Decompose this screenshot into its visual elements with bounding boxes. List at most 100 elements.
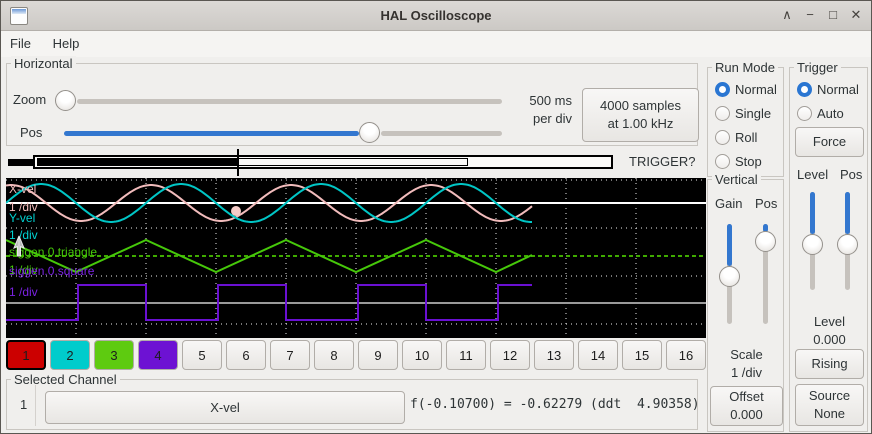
record-bar-filled [37,158,237,166]
horizontal-group: Horizontal Zoom Pos 500 ms per div 4000 … [6,63,698,146]
force-button-label: Force [813,133,846,151]
selected-sample-marker [231,206,241,216]
pos-slider-label: Pos [20,125,42,140]
radio-dot-icon [715,154,730,169]
channel-button-12[interactable]: 12 [490,340,530,370]
unmaximize-icon[interactable]: ∧ [780,7,794,23]
run-mode-radio-list: Normal Single Roll Stop [708,77,783,173]
trigger-level-slider-handle[interactable] [802,234,823,255]
trigger-source-value: None [814,405,845,423]
channel-button-4[interactable]: 4 [138,340,178,370]
gain-slider-label: Gain [715,196,742,211]
record-bar-pretrigger [8,159,33,166]
run-mode-group: Run Mode NormalSingleRollStop [707,67,784,177]
channel-button-5[interactable]: 5 [182,340,222,370]
radio-dot-icon [715,82,730,97]
scope-label: 1 /div [9,228,38,242]
radio-dot-icon [715,106,730,121]
radio-stop[interactable]: Stop [708,149,783,173]
radio-single[interactable]: Single [708,101,783,125]
channel-button-3[interactable]: 3 [94,340,134,370]
channel-source-label: X-vel [210,399,240,417]
divider [35,385,36,426]
titlebar: HAL Oscilloscope ∧ − □ ✕ [1,1,871,31]
pos-slider-fill[interactable] [64,131,359,136]
minimize-icon[interactable]: − [803,7,817,23]
scope-screen[interactable]: X-vel1 /divY-vel1 /divsiggen.0.triangle1… [6,178,706,338]
trigger-pos-slider-fill[interactable] [845,192,850,234]
hal-oscilloscope-window: HAL Oscilloscope ∧ − □ ✕ File Help Horiz… [0,0,872,434]
offset-button[interactable]: Offset 0.000 [710,386,783,426]
radio-roll[interactable]: Roll [708,125,783,149]
radio-normal[interactable]: Normal [708,77,783,101]
zoom-slider-track[interactable] [77,99,502,104]
trigger-pos-slider-handle[interactable] [837,234,858,255]
menubar: File Help [1,31,871,57]
force-button[interactable]: Force [795,127,864,157]
scale-caption: Scale [708,346,785,364]
selected-channel-group: Selected Channel 1 X-vel f(-0.10700) = -… [6,379,698,430]
run-mode-group-label: Run Mode [712,60,778,75]
trigger-source-button[interactable]: Source None [795,384,864,426]
channel-source-button[interactable]: X-vel [45,391,405,424]
radio-dot-icon [797,106,812,121]
gain-slider-fill[interactable] [727,224,732,266]
vertical-pos-slider-handle[interactable] [755,231,776,252]
channel-button-row: 12345678910111213141516 [6,340,706,370]
channel-button-6[interactable]: 6 [226,340,266,370]
trigger-edge-button[interactable]: Rising [795,349,864,379]
gain-slider-handle[interactable] [719,266,740,287]
channel-button-8[interactable]: 8 [314,340,354,370]
channel-button-14[interactable]: 14 [578,340,618,370]
radio-label: Stop [735,154,762,169]
channel-button-16[interactable]: 16 [666,340,706,370]
time-per-div-value: 500 ms [512,92,572,110]
channel-button-13[interactable]: 13 [534,340,574,370]
sample-rate: at 1.00 kHz [608,115,674,133]
radio-normal[interactable]: Normal [790,77,867,101]
trigger-edge-label: Rising [811,355,847,373]
trigger-status-label: TRIGGER? [629,154,695,169]
channel-button-11[interactable]: 11 [446,340,486,370]
pos-slider-handle[interactable] [359,122,380,143]
scope-label: X-vel [9,182,36,196]
horizontal-group-label: Horizontal [11,56,76,71]
trigger-source-label: Source [809,387,850,405]
channel-button-9[interactable]: 9 [358,340,398,370]
zoom-slider-handle[interactable] [55,90,76,111]
trigger-position-marker[interactable] [237,149,239,176]
close-icon[interactable]: ✕ [849,7,863,23]
channel-button-1[interactable]: 1 [6,340,46,370]
radio-label: Roll [735,130,757,145]
trigger-pos-slider-label: Pos [840,167,862,182]
radio-auto[interactable]: Auto [790,101,867,125]
radio-dot-icon [797,82,812,97]
zoom-slider-label: Zoom [13,92,46,107]
radio-label: Single [735,106,771,121]
trigger-level-slider-fill[interactable] [810,192,815,234]
channel-button-10[interactable]: 10 [402,340,442,370]
scope-label: siggen.0.square [9,264,95,278]
channel-button-15[interactable]: 15 [622,340,662,370]
trigger-radio-list: NormalAuto [790,77,867,125]
trigger-level-slider-label: Level [797,167,828,182]
menu-file[interactable]: File [1,31,40,56]
channel-button-7[interactable]: 7 [270,340,310,370]
channel-button-2[interactable]: 2 [50,340,90,370]
sample-count: 4000 samples [600,97,681,115]
radio-dot-icon [715,130,730,145]
radio-label: Normal [735,82,777,97]
selected-channel-group-label: Selected Channel [11,372,120,387]
pos-slider-track[interactable] [381,131,502,136]
offset-button-value: 0.000 [730,406,763,424]
scope-label: Y-vel [9,211,35,225]
trigger-group: Trigger NormalAuto Force Level Pos Level… [789,67,868,432]
vertical-group: Vertical Gain Pos Scale 1 /div Offset 0.… [707,179,784,432]
menu-help[interactable]: Help [44,31,89,56]
maximize-icon[interactable]: □ [826,7,840,23]
scale-value: 1 /div [708,364,785,382]
scope-svg: X-vel1 /divY-vel1 /divsiggen.0.triangle1… [6,178,706,338]
trigger-level-caption: Level [790,313,869,331]
sample-rate-button[interactable]: 4000 samples at 1.00 kHz [582,88,699,142]
time-per-div-unit: per div [512,110,572,128]
